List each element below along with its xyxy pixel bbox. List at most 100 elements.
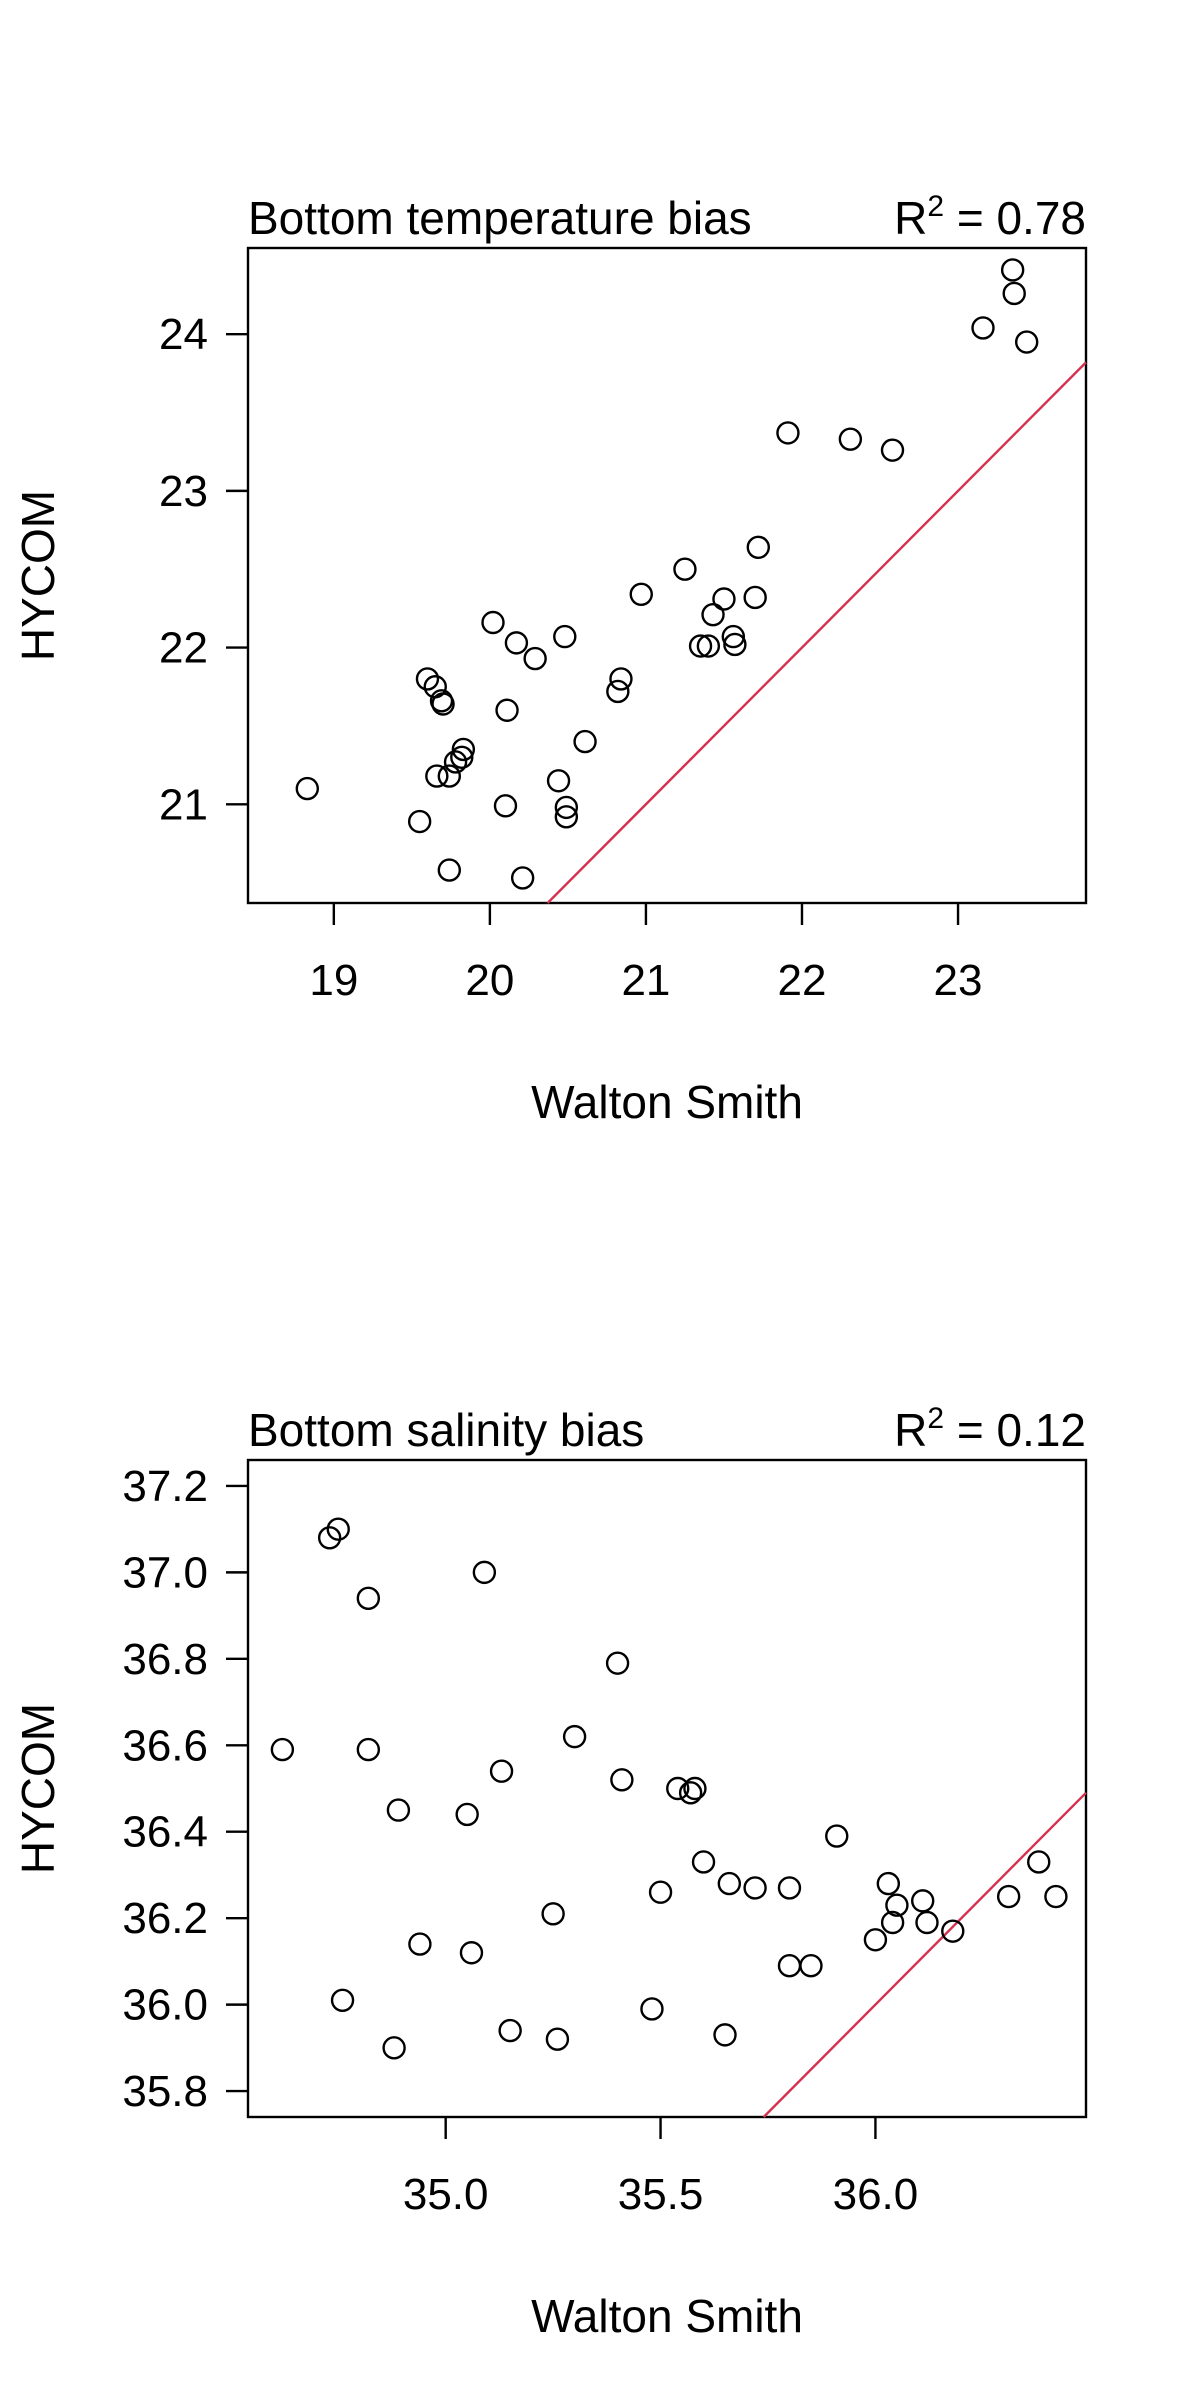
y-tick-label: 36.4 [122, 1808, 208, 1857]
data-point [523, 646, 547, 671]
panel-title: Bottom salinity bias [248, 1404, 644, 1456]
data-point [713, 2023, 737, 2047]
data-point [408, 1932, 432, 1956]
plot-frame [246, 1458, 1088, 2119]
data-point [415, 667, 440, 691]
x-tick-label: 19 [309, 956, 358, 1005]
data-point [382, 2036, 406, 2060]
data-point [721, 624, 746, 649]
data-point [863, 1928, 888, 1952]
y-tick-label: 23 [159, 467, 208, 516]
data-point [825, 1824, 849, 1848]
temperature-panel: Bottom temperature bias R2 = 0.78 Walton… [12, 190, 1088, 1128]
y-tick-label: 36.8 [122, 1635, 208, 1684]
data-point [472, 1560, 497, 1585]
data-point [573, 729, 597, 754]
data-point [562, 1724, 587, 1749]
data-point [915, 1910, 939, 1935]
data-point [407, 809, 432, 834]
x-tick-label: 20 [465, 956, 514, 1005]
data-point [1002, 281, 1026, 306]
data-point [609, 667, 633, 691]
data-point [910, 1889, 935, 1913]
data-point [606, 679, 630, 704]
r-squared-label: R2 = 0.78 [894, 190, 1086, 244]
y-tick-label: 24 [159, 310, 208, 359]
one-to-one-line [546, 361, 1087, 904]
data-point [330, 1988, 355, 2012]
y-tick-label: 21 [159, 780, 208, 829]
data-point [701, 602, 725, 627]
data-point [1015, 330, 1039, 354]
data-point [437, 764, 462, 788]
y-tick-label: 35.8 [122, 2067, 208, 2116]
data-point [880, 1910, 905, 1935]
data-point [712, 587, 736, 611]
one-to-one-line [762, 1791, 1087, 2118]
data-point [605, 1651, 630, 1675]
data-point [510, 866, 535, 890]
x-tick-label: 35.0 [403, 2170, 489, 2219]
data-point [880, 438, 905, 462]
y-tick-label: 36.0 [122, 1981, 208, 2030]
panel-title: Bottom temperature bias [248, 192, 752, 244]
y-tick-label: 36.2 [122, 1894, 208, 1943]
r-squared-label: R2 = 0.12 [894, 1402, 1086, 1456]
y-tick-label: 37.0 [122, 1548, 208, 1597]
data-point [777, 1876, 802, 1900]
data-point [443, 750, 468, 774]
data-point [838, 427, 863, 451]
data-point [450, 745, 474, 769]
data-point [425, 764, 449, 788]
data-point [746, 535, 770, 559]
y-axis-title: HYCOM [12, 1703, 64, 1874]
data-point [553, 624, 577, 649]
y-axis-title: HYCOM [12, 490, 64, 661]
data-point [723, 632, 747, 657]
x-tick-label: 23 [934, 956, 983, 1005]
y-tick-label: 37.2 [122, 1462, 208, 1511]
data-point [498, 2018, 522, 2043]
data-point [610, 1768, 634, 1792]
data-point [270, 1737, 295, 1762]
data-point [493, 794, 518, 818]
x-tick-label: 22 [778, 956, 827, 1005]
salinity-panel: Bottom salinity bias R2 = 0.12 Walton Sm… [12, 1402, 1088, 2342]
data-point [666, 1776, 690, 1801]
data-point [640, 1997, 664, 2021]
data-point [648, 1880, 673, 1904]
y-tick-label: 22 [159, 624, 208, 673]
data-point [1044, 1884, 1068, 1909]
data-point [431, 692, 455, 716]
data-point [776, 421, 800, 445]
data-point [885, 1893, 909, 1917]
data-point [799, 1954, 823, 1978]
data-point [941, 1919, 965, 1943]
data-point [356, 1586, 381, 1611]
x-axis-title: Walton Smith [531, 1076, 803, 1128]
data-point [489, 1759, 514, 1783]
data-point [356, 1737, 381, 1762]
data-point [673, 557, 697, 581]
data-point [743, 585, 767, 610]
data-point [1027, 1850, 1051, 1874]
x-tick-label: 36.0 [833, 2170, 919, 2219]
data-point [629, 582, 653, 607]
data-point [437, 858, 462, 882]
x-tick-label: 21 [621, 956, 670, 1005]
data-point [996, 1884, 1021, 1909]
data-point [683, 1776, 707, 1801]
data-point [455, 1802, 479, 1827]
data-point [876, 1871, 901, 1896]
data-point [459, 1941, 484, 1965]
data-point [971, 316, 995, 340]
data-point [546, 769, 571, 793]
data-point [545, 2027, 570, 2051]
plot-frame [246, 246, 1088, 905]
data-point [717, 1871, 742, 1896]
x-axis-title: Walton Smith [531, 2290, 803, 2342]
data-point [678, 1781, 703, 1805]
data-point [696, 634, 721, 658]
data-point [495, 698, 519, 722]
